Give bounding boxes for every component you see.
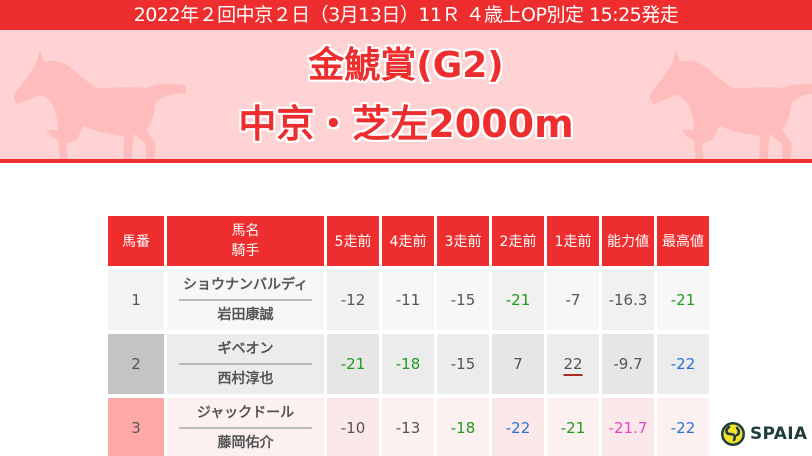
race-info-text: 2022年２回中京２日（3月13日）11Ｒ ４歳上OP別定 15:25発走 [133, 4, 679, 26]
horse-silhouette-icon [649, 50, 812, 159]
run1-underlined-value: 22 [563, 355, 583, 373]
table-row: 2 ギベオン 西村淳也 -21 -18 -15 7 22 -9.7 -22 [108, 334, 709, 394]
ability-value: -16.3 [602, 270, 654, 330]
race-info-bar: 2022年２回中京２日（3月13日）11Ｒ ４歳上OP別定 15:25発走 [0, 0, 812, 30]
logo-text: SPAIA [750, 424, 808, 444]
run5-value: -10 [327, 398, 379, 456]
col-run1: 1走前 [547, 216, 599, 266]
col-number: 馬番 [108, 216, 164, 266]
col-run5: 5走前 [327, 216, 379, 266]
run4-value: -18 [382, 334, 434, 394]
col-ability: 能力値 [602, 216, 654, 266]
run3-value: -15 [437, 334, 489, 394]
spaia-logo-icon [721, 422, 745, 446]
run4-value: -13 [382, 398, 434, 456]
horse-jockey-cell: ギベオン 西村淳也 [167, 334, 324, 394]
spaia-logo: SPAIA [720, 419, 807, 449]
horse-jockey-cell: ショウナンバルディ 岩田康誠 [167, 270, 324, 330]
ability-value: -21.7 [602, 398, 654, 456]
performance-table: 馬番 馬名 騎手 5走前 4走前 3走前 2走前 1走前 能力値 最高値 1 シ… [105, 212, 712, 456]
jockey-name: 岩田康誠 [217, 307, 274, 323]
course-info: 中京・芝左2000m [238, 102, 574, 146]
horse-name: ショウナンバルディ [179, 271, 312, 301]
col-run4: 4走前 [382, 216, 434, 266]
col-jockey: 騎手 [231, 243, 260, 259]
table-row: 1 ショウナンバルディ 岩田康誠 -12 -11 -15 -21 -7 -16.… [108, 270, 709, 330]
run1-value: 22 [547, 334, 599, 394]
col-horse: 馬名 [231, 223, 260, 239]
run3-value: -15 [437, 270, 489, 330]
col-run2: 2走前 [492, 216, 544, 266]
horse-name: ジャックドール [179, 399, 312, 429]
run2-value: 7 [492, 334, 544, 394]
run2-value: -22 [492, 398, 544, 456]
col-best: 最高値 [657, 216, 709, 266]
run1-value: -7 [547, 270, 599, 330]
col-run3: 3走前 [437, 216, 489, 266]
run5-value: -12 [327, 270, 379, 330]
horse-number: 3 [108, 398, 164, 456]
best-value: -21 [657, 270, 709, 330]
run2-value: -21 [492, 270, 544, 330]
best-value: -22 [657, 398, 709, 456]
horse-name: ギベオン [179, 335, 312, 365]
horse-number: 2 [108, 334, 164, 394]
col-horse-jockey: 馬名 騎手 [167, 216, 324, 266]
ability-value: -9.7 [602, 334, 654, 394]
table-row: 3 ジャックドール 藤岡佑介 -10 -13 -18 -22 -21 -21.7… [108, 398, 709, 456]
run4-value: -11 [382, 270, 434, 330]
table-header-row: 馬番 馬名 騎手 5走前 4走前 3走前 2走前 1走前 能力値 最高値 [108, 216, 709, 266]
horse-jockey-cell: ジャックドール 藤岡佑介 [167, 398, 324, 456]
run5-value: -21 [327, 334, 379, 394]
run1-value: -21 [547, 398, 599, 456]
divider [0, 159, 812, 163]
horse-silhouette-icon [13, 50, 186, 159]
race-name: 金鯱賞(G2) [308, 45, 504, 86]
horse-number: 1 [108, 270, 164, 330]
jockey-name: 西村淳也 [217, 371, 274, 387]
run3-value: -18 [437, 398, 489, 456]
jockey-name: 藤岡佑介 [217, 435, 274, 451]
race-title-banner: 金鯱賞(G2) 中京・芝左2000m [0, 30, 812, 159]
best-value: -22 [657, 334, 709, 394]
